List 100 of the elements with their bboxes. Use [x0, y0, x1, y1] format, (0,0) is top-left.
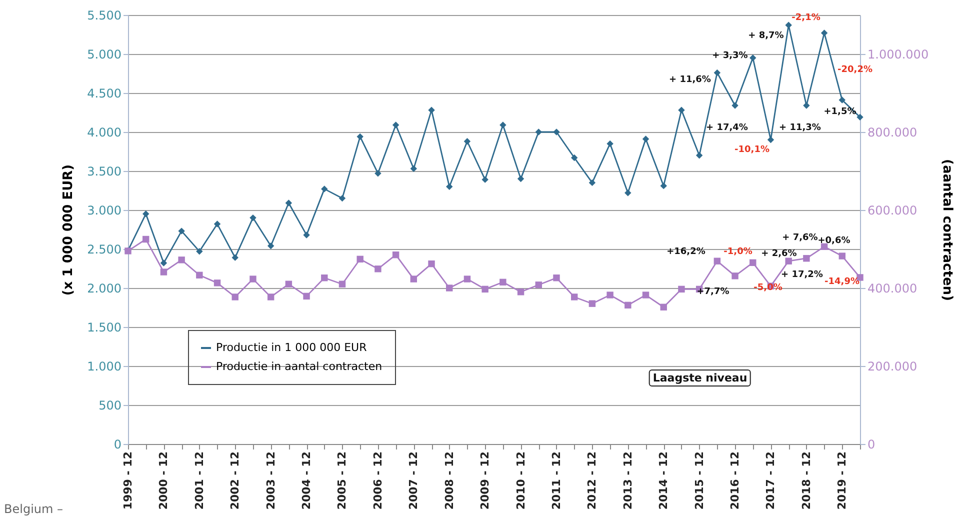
point	[374, 170, 382, 177]
point	[803, 255, 810, 262]
annotation: +16,2%	[666, 247, 706, 257]
point	[428, 260, 435, 268]
point	[750, 54, 756, 62]
x-tick-label: 2003 - 12	[264, 452, 278, 510]
point	[535, 128, 542, 136]
point	[285, 280, 292, 288]
annotation: -20,2%	[838, 65, 872, 75]
x-tick-label: 2008 - 12	[442, 452, 456, 510]
x-tick-label: 2002 - 12	[228, 452, 242, 510]
annotation: + 11,3%	[779, 123, 821, 133]
point	[482, 176, 488, 183]
point	[356, 256, 364, 262]
point	[660, 304, 667, 310]
annotation: + 2,6%	[761, 249, 797, 259]
point	[678, 106, 685, 114]
annotation: -2,1%	[792, 13, 820, 23]
point	[303, 292, 310, 300]
annotation: -5,0%	[754, 283, 782, 293]
point	[214, 220, 221, 228]
point	[570, 294, 578, 300]
legend-label: Productie in aantal contracten	[216, 360, 382, 373]
x-tick-label: 2006 - 12	[371, 452, 384, 510]
y-tick-label: 4.000	[87, 126, 122, 140]
point	[500, 278, 506, 286]
point	[642, 136, 650, 142]
point	[714, 69, 721, 76]
point	[160, 260, 168, 266]
y-tick-label: 0	[114, 438, 122, 452]
annotation: + 11,6%	[669, 75, 711, 85]
point	[714, 258, 721, 264]
point	[660, 182, 667, 190]
annotation: -1,0%	[724, 247, 752, 257]
point	[321, 186, 328, 192]
y2-tick-label: 800.000	[868, 126, 918, 140]
x-tick-label: 2010 - 12	[514, 452, 528, 510]
point	[767, 136, 774, 144]
point	[482, 286, 488, 293]
point	[446, 183, 453, 190]
annotation: + 8,7%	[748, 31, 784, 41]
point	[250, 276, 256, 282]
point	[570, 154, 578, 162]
y2-tick-label: 0	[868, 438, 876, 452]
point	[642, 292, 650, 298]
point	[392, 251, 400, 258]
annotation: + 17,4%	[706, 123, 748, 133]
point	[321, 274, 328, 282]
annotation: +7,7%	[696, 287, 730, 297]
point	[196, 248, 203, 255]
annotation: +0,6%	[818, 236, 850, 246]
point	[267, 242, 274, 250]
y2-axis-title: (aantal contracten)	[940, 159, 955, 301]
y2-tick-label: 1.000.000	[868, 48, 929, 62]
point	[392, 122, 400, 128]
point	[732, 102, 738, 109]
point	[356, 133, 364, 140]
x-tick-label: 2007 - 12	[407, 452, 420, 510]
point	[160, 268, 168, 276]
y-tick-label: 5.500	[87, 8, 122, 22]
point	[142, 210, 150, 218]
x-tick-label: 2009 - 12	[478, 452, 492, 510]
y-tick-label: 3.500	[87, 164, 122, 178]
y-tick-label: 2.000	[87, 282, 122, 296]
x-tick-label: 2000 - 12	[157, 452, 170, 510]
legend-label: Productie in 1 000 000 EUR	[216, 341, 368, 354]
point	[606, 140, 614, 148]
point	[178, 256, 185, 264]
point	[856, 114, 864, 121]
annotation: -14,9%	[824, 277, 860, 287]
point	[785, 258, 792, 264]
x-tick-label: 2011 - 12	[550, 452, 563, 510]
annotation: + 17,2%	[781, 270, 823, 280]
x-tick-label: 2016 - 12	[728, 452, 742, 510]
y-tick-label: 5.000	[87, 48, 122, 62]
point	[410, 276, 418, 282]
point	[732, 272, 738, 280]
x-tick-label: 2018 - 12	[800, 452, 813, 510]
y2-tick-label: 600.000	[868, 204, 918, 218]
point	[588, 300, 596, 307]
point	[196, 272, 203, 278]
annotation: + 3,3%	[712, 51, 748, 61]
point	[553, 274, 560, 282]
point	[838, 252, 846, 260]
point	[464, 276, 471, 282]
point	[535, 282, 542, 288]
y-tick-label: 4.500	[87, 86, 122, 100]
x-tick-label: 2019 - 12	[836, 452, 849, 510]
point	[232, 254, 238, 261]
point	[214, 280, 221, 286]
x-tick-label: 2001 - 12	[192, 452, 206, 510]
y-tick-label: 500	[98, 398, 122, 412]
point	[250, 214, 256, 222]
y-tick-label: 1.500	[87, 320, 122, 334]
point	[232, 294, 238, 300]
point	[338, 280, 346, 288]
annotation: +1,5%	[824, 107, 856, 117]
y-tick-label: 3.000	[87, 204, 122, 218]
point	[624, 302, 632, 309]
point	[624, 189, 632, 196]
